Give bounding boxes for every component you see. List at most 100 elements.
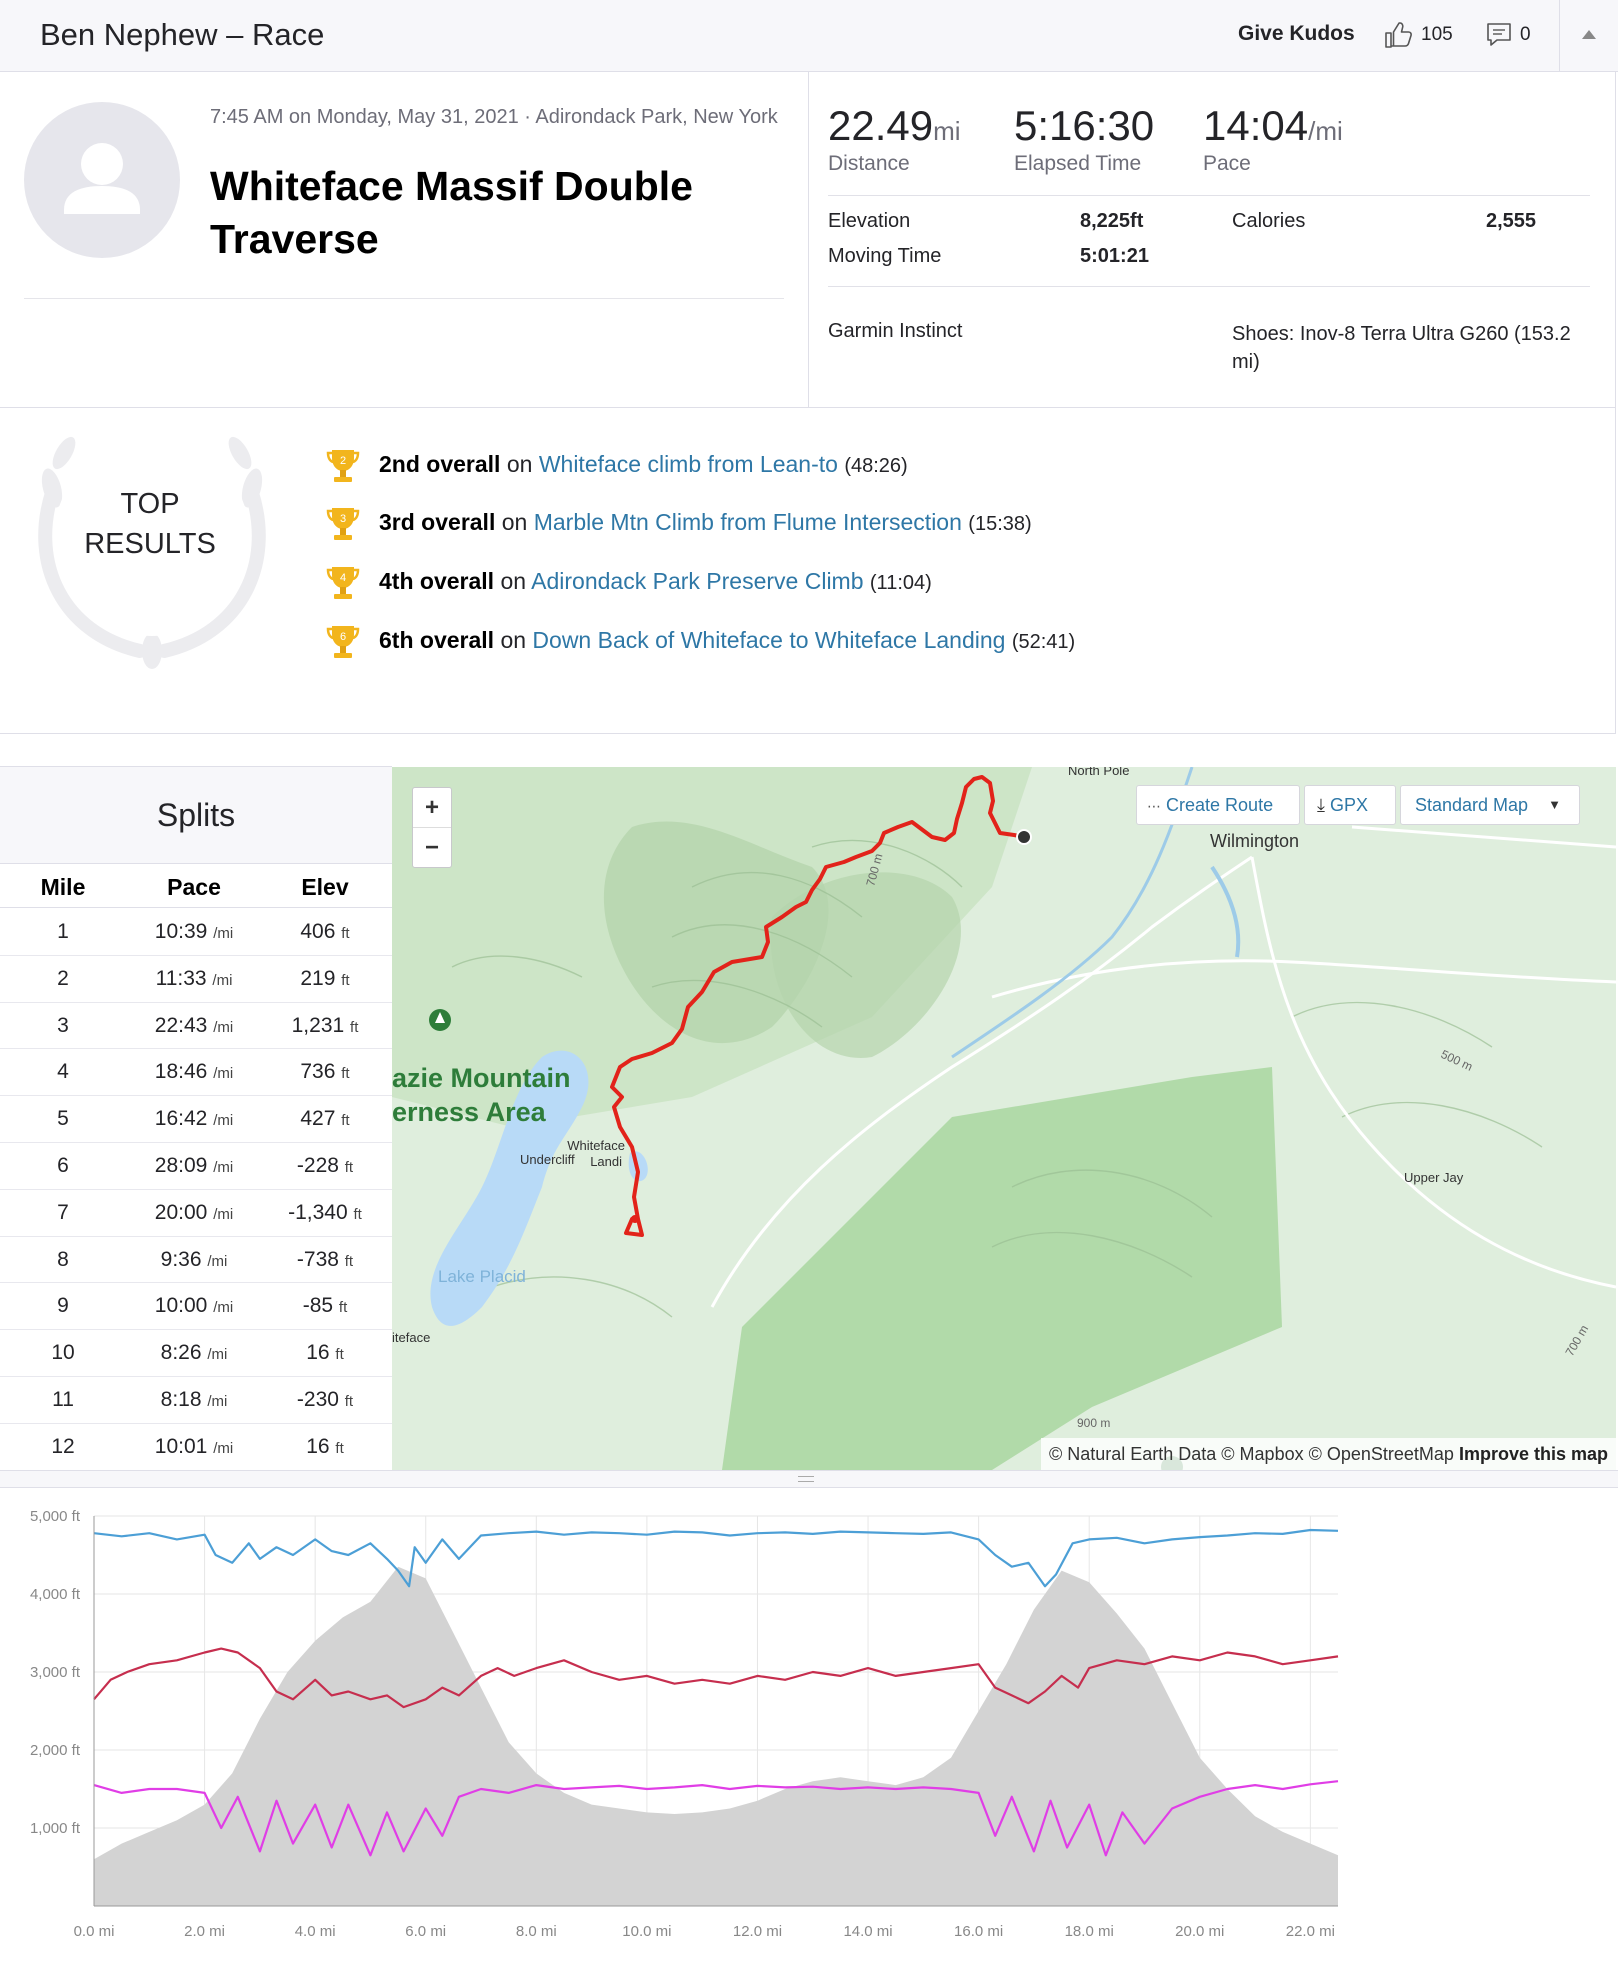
elevation-pace-chart[interactable]: 0.0 mi 2.0 mi 4.0 mi 6.0 mi 8.0 mi 10.0 mi 12.… — [0, 1488, 1618, 1987]
split-mile: 1 — [57, 920, 69, 943]
calories-value: 2,555 — [1486, 210, 1537, 232]
chart-resize-bar[interactable] — [0, 1470, 1618, 1488]
map-label-upper-jay: Upper Jay — [1404, 1170, 1464, 1185]
x-tick-label: 6.0 mi — [405, 1923, 446, 1940]
x-tick-label: 2.0 mi — [184, 1923, 225, 1940]
result-text: 6th overall on Down Back of Whiteface to… — [379, 627, 1075, 654]
split-elev: 1,231 ft — [291, 1013, 359, 1037]
map-style-label: Standard Map — [1415, 795, 1529, 815]
activity-summary: 7:45 AM on Monday, May 31, 2021 · Adiron… — [0, 72, 1616, 408]
splits-title: Splits — [0, 767, 392, 863]
improve-map-link[interactable]: Improve this map — [1458, 1444, 1608, 1464]
give-kudos-button[interactable]: Give Kudos — [1238, 22, 1355, 45]
split-pace: 8:18 /mi — [160, 1388, 228, 1411]
split-row: 6 28:09 /mi -228 ft — [0, 1143, 392, 1190]
split-row: 5 16:42 /mi 427 ft — [0, 1096, 392, 1143]
elevation-label: Elevation — [828, 210, 911, 232]
trophy-icon: 2 — [326, 450, 360, 482]
finish-flag-icon — [1016, 829, 1032, 845]
result-time: (11:04) — [869, 572, 932, 594]
thumbs-up-icon[interactable] — [1383, 20, 1413, 50]
comment-icon[interactable] — [1485, 21, 1513, 49]
comment-count[interactable]: 0 — [1520, 24, 1531, 45]
split-pace: 9:36 /mi — [160, 1247, 228, 1271]
y-tick-label: 4,000 ft — [30, 1586, 81, 1603]
map-canvas[interactable]: North Pole Wilmington azie Mountain erne… — [392, 767, 1616, 1470]
trophy-icon: 3 — [326, 508, 360, 540]
calories-label: Calories — [1232, 210, 1306, 232]
gpx-download-button[interactable]: ⤓ GPX — [1304, 785, 1396, 825]
split-pace: 10:39 /mi — [154, 920, 234, 943]
split-pace: 18:46 /mi — [154, 1060, 234, 1084]
series-line-2 — [93, 1647, 1339, 1709]
create-route-button[interactable]: ⋯ Create Route — [1136, 785, 1300, 825]
trophy-place: 4 — [340, 572, 346, 584]
splits-table: Splits Mile Pace Elev 1 10:39 /mi 406 ft 2 1… — [0, 766, 392, 1471]
user-silhouette-icon — [64, 143, 140, 214]
elapsed-time-label: Elapsed Time — [1014, 152, 1142, 175]
avatar[interactable] — [24, 102, 180, 258]
splits-header-pace: Pace — [167, 874, 221, 900]
split-pace: 20:00 /mi — [154, 1200, 234, 1224]
x-tick-label: 4.0 mi — [295, 1923, 336, 1940]
moving-time-label: Moving Time — [828, 245, 942, 267]
x-tick-label: 22.0 mi — [1286, 1923, 1335, 1940]
route-icon: ⋯ — [1147, 798, 1161, 814]
splits-header-row: Mile Pace Elev — [0, 863, 392, 908]
split-row: 10 8:26 /mi 16 ft — [0, 1330, 392, 1377]
trophy-place: 6 — [340, 631, 346, 643]
x-tick-label: 18.0 mi — [1065, 1923, 1114, 1940]
map-label-iteface: iteface — [392, 1330, 430, 1345]
segment-link[interactable]: Marble Mtn Climb from Flume Intersection — [533, 509, 962, 535]
moving-time-value: 5:01:21 — [1080, 245, 1149, 267]
segment-link[interactable]: Down Back of Whiteface to Whiteface Land… — [532, 627, 1006, 653]
segment-link[interactable]: Adirondack Park Preserve Climb — [531, 568, 864, 594]
route-map[interactable]: North Pole Wilmington azie Mountain erne… — [392, 767, 1616, 1470]
chevron-down-icon: ▼ — [1548, 797, 1561, 812]
x-tick-label: 8.0 mi — [516, 1923, 557, 1940]
split-mile: 9 — [57, 1294, 69, 1318]
split-elev: 16 ft — [306, 1434, 344, 1458]
zoom-in-button[interactable]: + — [413, 788, 451, 828]
split-mile: 7 — [57, 1200, 69, 1224]
split-elev: -738 ft — [296, 1247, 354, 1271]
shoes-info[interactable]: Shoes: Inov-8 Terra Ultra G260 (153.2 mi… — [1232, 323, 1571, 373]
trophy-place: 2 — [340, 455, 346, 467]
split-elev: -85 ft — [302, 1294, 348, 1318]
map-style-dropdown[interactable]: Standard Map ▼ — [1400, 785, 1580, 825]
result-on: on — [501, 509, 528, 535]
divider — [24, 298, 784, 299]
zoom-out-button[interactable]: − — [424, 834, 439, 861]
create-route-label: Create Route — [1166, 795, 1274, 815]
map-label-wilderness-2: erness Area — [392, 1097, 547, 1127]
map-label-whiteface-landing-1: Whiteface — [567, 1138, 625, 1153]
split-elev: -228 ft — [296, 1154, 354, 1177]
distance-stat: 22.49mi Distance — [828, 102, 961, 176]
map-label-wilmington: Wilmington — [1210, 831, 1299, 851]
y-tick-label: 1,000 ft — [30, 1820, 81, 1837]
x-tick-label: 10.0 mi — [622, 1923, 671, 1940]
y-tick-label: 5,000 ft — [30, 1508, 81, 1525]
device-name: Garmin Instinct — [828, 320, 963, 342]
divider — [828, 286, 1590, 287]
segment-link[interactable]: Whiteface climb from Lean-to — [538, 451, 838, 477]
series-line-1 — [93, 1528, 1339, 1588]
split-row: 3 22:43 /mi 1,231 ft — [0, 1003, 392, 1050]
kudos-count[interactable]: 105 — [1421, 24, 1453, 45]
map-contour-label: 900 m — [1077, 1416, 1110, 1430]
drag-handle-icon[interactable] — [798, 1476, 814, 1482]
top-results-label-line2: RESULTS — [84, 528, 216, 560]
attribution-text[interactable]: © Natural Earth Data © Mapbox © OpenStre… — [1048, 1444, 1454, 1464]
split-elev: -1,340 ft — [288, 1200, 362, 1224]
split-mile: 8 — [57, 1247, 69, 1271]
result-on: on — [506, 451, 533, 477]
split-elev: 736 ft — [300, 1060, 350, 1084]
split-elev: 427 ft — [300, 1107, 350, 1131]
split-pace: 11:33 /mi — [155, 966, 233, 990]
map-label-undercliff: Undercliff — [520, 1152, 575, 1167]
result-time: (52:41) — [1011, 631, 1076, 653]
split-mile: 2 — [57, 966, 69, 990]
result-rank: 4th overall — [379, 568, 495, 594]
result-text: 3rd overall on Marble Mtn Climb from Flu… — [379, 509, 1032, 536]
collapse-header-button[interactable] — [1559, 0, 1618, 72]
